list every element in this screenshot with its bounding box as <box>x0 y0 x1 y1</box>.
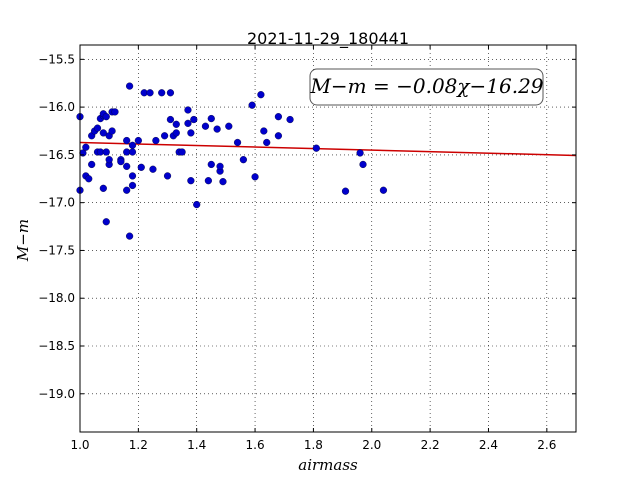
data-point <box>123 186 131 194</box>
x-axis-label: airmass <box>298 456 358 474</box>
data-point <box>341 187 350 195</box>
data-point <box>172 120 180 128</box>
y-tick-label: −17.0 <box>38 196 75 210</box>
fit-legend-frame <box>309 68 544 106</box>
data-point <box>207 114 215 123</box>
x-tick-label: 1.4 <box>187 438 206 452</box>
data-point <box>161 132 169 140</box>
data-point <box>286 115 294 124</box>
data-point <box>225 122 233 130</box>
data-point <box>128 181 137 190</box>
data-point <box>105 156 113 164</box>
data-point <box>149 165 157 173</box>
data-point <box>207 160 215 169</box>
fit-legend-box: M−m = −0.08χ−16.29 <box>309 68 544 106</box>
data-point <box>274 113 283 121</box>
x-tick-label: 2.4 <box>479 438 498 452</box>
x-tick-label: 1.6 <box>246 438 265 452</box>
data-point <box>111 108 119 116</box>
data-point <box>152 136 160 145</box>
data-point <box>102 218 110 226</box>
data-point <box>356 149 364 157</box>
plot-frame <box>79 44 577 433</box>
y-tick-label: −15.5 <box>38 52 75 66</box>
data-point <box>184 106 192 114</box>
data-point <box>251 173 259 181</box>
data-point <box>128 172 137 180</box>
data-point <box>260 127 268 135</box>
x-tick-label: 1.2 <box>129 438 148 452</box>
x-axis-ticks: 1.0 1.2 1.4 1.6 1.8 2.0 2.2 2.4 2.6 <box>70 45 556 452</box>
data-point <box>126 82 134 90</box>
y-axis-ticks: −15.5 −16.0 −16.5 −17.0 −17.5 −18.0 −18.5 −19.0 <box>38 52 576 401</box>
x-tick-label: 1.0 <box>70 438 89 452</box>
data-point <box>163 172 172 180</box>
data-point <box>102 113 110 121</box>
data-point <box>312 144 320 152</box>
data-point <box>219 178 227 186</box>
data-point <box>187 129 195 137</box>
x-tick-label: 2.2 <box>421 438 440 452</box>
y-tick-label: −18.0 <box>38 291 75 305</box>
data-point <box>359 160 367 169</box>
data-point <box>216 162 224 170</box>
fit-equation: M−m = −0.08χ−16.29 <box>309 74 543 98</box>
data-point <box>201 122 210 130</box>
data-point <box>137 163 145 171</box>
data-point <box>178 148 186 156</box>
x-tick-label: 1.8 <box>304 438 323 452</box>
y-tick-label: −18.5 <box>38 339 75 353</box>
data-points <box>76 82 388 240</box>
x-tick-label: 2.6 <box>537 438 556 452</box>
data-point <box>257 91 265 99</box>
data-point <box>184 119 192 127</box>
data-point <box>190 115 198 124</box>
data-point <box>128 141 137 149</box>
data-point <box>239 156 247 164</box>
y-axis-label: M−m <box>14 219 32 262</box>
x-tick-label: 2.0 <box>362 438 381 452</box>
data-point <box>85 175 93 183</box>
data-point <box>102 148 110 156</box>
data-point <box>93 124 102 132</box>
y-tick-label: −16.0 <box>38 100 75 114</box>
data-point <box>123 162 131 170</box>
data-point <box>99 129 107 137</box>
y-tick-label: −16.5 <box>38 148 75 162</box>
data-point <box>204 177 212 185</box>
data-point <box>166 115 175 124</box>
data-point <box>99 184 107 192</box>
data-point <box>248 101 256 109</box>
data-point <box>126 232 134 240</box>
data-point <box>146 89 154 97</box>
data-point <box>379 186 388 194</box>
data-point <box>88 160 96 169</box>
data-point <box>117 157 125 166</box>
data-point <box>166 89 175 97</box>
data-point <box>193 200 201 209</box>
data-point <box>213 125 221 133</box>
data-point <box>274 132 283 140</box>
data-point <box>128 148 137 156</box>
data-point <box>123 136 131 145</box>
fit-line <box>79 141 577 157</box>
y-tick-label: −17.5 <box>38 243 75 257</box>
data-point <box>158 89 166 97</box>
y-tick-label: −19.0 <box>38 387 75 401</box>
data-point <box>82 143 90 151</box>
fit-line-group <box>79 141 577 157</box>
data-point <box>172 129 180 137</box>
data-point <box>187 177 195 185</box>
data-point <box>108 127 116 135</box>
chart-title: 2021-11-29_180441 <box>247 29 409 49</box>
data-point <box>263 138 271 147</box>
data-point <box>134 136 142 145</box>
data-point <box>233 138 242 147</box>
